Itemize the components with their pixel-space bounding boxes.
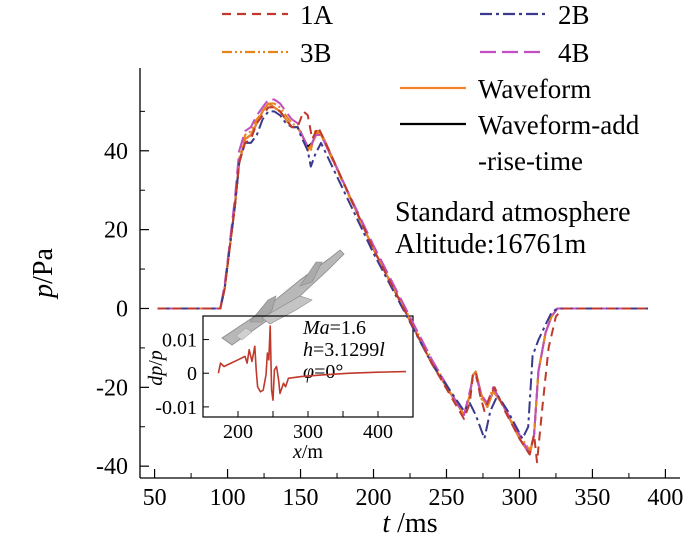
inset-x-tick-label: 400 [363, 421, 393, 443]
inset-x-tick-label: 200 [223, 421, 253, 443]
x-tick-label: 250 [428, 485, 464, 511]
main-series-lines [157, 98, 648, 464]
inset-x-tick-label: 300 [293, 421, 323, 443]
inset-series-line [217, 325, 407, 401]
x-tick-label: 150 [283, 485, 319, 511]
x-tick-label: 400 [647, 485, 683, 511]
x-axis-label: t /ms [382, 508, 437, 539]
inset-chart: 200 300 400 -0.01 0 0.01 x/m dp/p Ma=1.6h=3.1299… [145, 315, 414, 463]
legend-label: 4B [558, 38, 590, 68]
legend-label: Waveform-add [478, 110, 640, 140]
x-tick-label: 100 [210, 485, 246, 511]
legend-label: 3B [300, 38, 332, 68]
legend-label: -rise-time [478, 146, 583, 176]
legend-label: 1A [300, 0, 334, 30]
inset-annotation-line: Ma=1.6 [302, 317, 366, 339]
legend: 1A 2B 3B 4B Waveform Waveform-add -rise-time [222, 0, 640, 176]
legend-label: Waveform [478, 74, 591, 104]
annotation-line: Standard atmosphere [395, 197, 631, 228]
y-tick-label: 40 [104, 139, 128, 165]
y-tick-label: 0 [116, 296, 128, 322]
y-tick-label: -40 [96, 454, 128, 480]
y-tick-label: 20 [104, 218, 128, 244]
x-tick-label: 50 [143, 485, 167, 511]
x-tick-label: 300 [501, 485, 537, 511]
legend-label: 2B [558, 0, 590, 30]
aircraft-model-image [221, 249, 345, 346]
inset-y-tick-label: 0.01 [162, 330, 197, 352]
main-axes: 50 100 150 200 250 300 350 400 -40 -20 0 20 40 t /ms p… [28, 68, 683, 539]
y-tick-label: -20 [96, 375, 128, 401]
inset-x-axis-label: x/m [292, 441, 323, 463]
inset-annotation-line: φ=0° [303, 361, 343, 383]
x-tick-label: 350 [574, 485, 610, 511]
inset-y-axis-label: dp/p [145, 350, 167, 386]
inset-y-tick-label: 0 [187, 363, 197, 385]
inset-y-tick-label: -0.01 [155, 397, 197, 419]
y-axis-label: p/Pa [28, 248, 59, 300]
x-tick-label: 200 [356, 485, 392, 511]
inset-annotation-line: h=3.1299l [303, 339, 385, 361]
annotation-line: Altitude:16761m [395, 229, 587, 260]
